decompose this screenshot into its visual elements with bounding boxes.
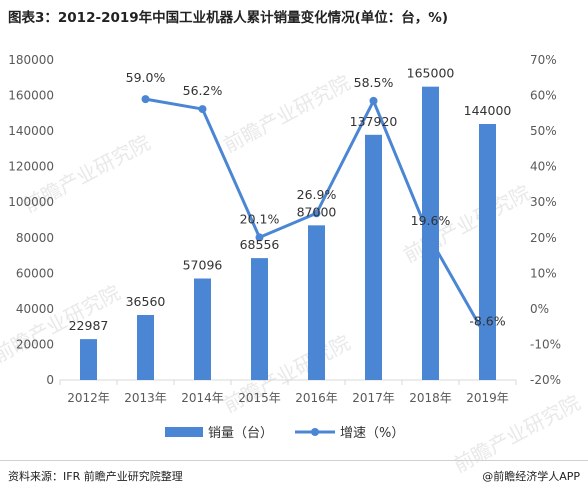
- x-tick-label: 2015年: [238, 391, 281, 405]
- source-note: 资料来源：IFR 前瞻产业研究院整理: [8, 470, 183, 483]
- line-series: [141, 95, 492, 344]
- y-right-tick-label: 10%: [530, 266, 557, 280]
- axes: 0 20000 40000 60000 80000 100000 120000 140000 1…: [8, 53, 561, 405]
- x-tick-label: 2012年: [67, 391, 110, 405]
- y-left-tick-label: 0: [46, 373, 54, 387]
- growth-point: [198, 105, 207, 114]
- bar: [365, 134, 382, 380]
- y-right-tick-label: 40%: [530, 160, 557, 174]
- legend: 销量（台） 增速（%）: [165, 426, 404, 441]
- growth-point: [426, 235, 435, 244]
- bar: [479, 124, 496, 380]
- y-right-tick-label: 70%: [530, 53, 557, 67]
- watermark-layer: 前瞻产业研究院前瞻产业研究院前瞻产业研究院前瞻产业研究院前瞻产业研究院前瞻产业研…: [0, 70, 584, 477]
- growth-value-label: 26.9%: [297, 187, 337, 202]
- y-left-tick-label: 40000: [16, 302, 54, 316]
- watermark-text: 前瞻产业研究院: [219, 70, 354, 157]
- legend-label-bar: 销量（台）: [208, 426, 273, 441]
- growth-value-label: -8.6%: [469, 313, 505, 328]
- y-left-tick-label: 60000: [16, 266, 54, 280]
- growth-value-label: 19.6%: [411, 213, 451, 228]
- bar: [422, 86, 439, 381]
- footer-divider: [0, 460, 588, 461]
- y-right-tick-label: 20%: [530, 231, 557, 245]
- growth-point: [255, 233, 264, 242]
- bar-value-label: 165000: [407, 66, 455, 81]
- x-tick-label: 2013年: [124, 391, 167, 405]
- growth-value-label: 58.5%: [354, 75, 394, 90]
- x-tick-label: 2019年: [466, 391, 509, 405]
- bar-value-label: 144000: [464, 103, 512, 118]
- data-labels: 22987 36560 57096 68556 87000 137920 165000 144…: [69, 66, 512, 333]
- bar-value-label: 36560: [126, 294, 166, 309]
- x-tick-label: 2016年: [295, 391, 338, 405]
- x-tick-label: 2014年: [181, 391, 224, 405]
- bar: [308, 225, 325, 380]
- y-right-tick-label: -10%: [530, 337, 561, 351]
- y-right-tick-label: -20%: [530, 373, 561, 387]
- bar: [251, 258, 268, 380]
- x-tick-label: 2017年: [352, 391, 395, 405]
- brand-label: @前瞻经济学人APP: [482, 470, 580, 483]
- y-left-tick-label: 140000: [8, 124, 54, 138]
- bar-value-label: 68556: [240, 237, 280, 252]
- y-right-tick-label: 50%: [530, 124, 557, 138]
- growth-value-label: 20.1%: [240, 211, 280, 226]
- y-left-tick-label: 100000: [8, 195, 54, 209]
- bar: [137, 315, 154, 380]
- growth-value-label: 59.0%: [126, 70, 166, 85]
- y-right-tick-label: 0%: [530, 302, 549, 316]
- x-tick-label: 2018年: [409, 391, 452, 405]
- growth-value-label: 56.2%: [183, 83, 223, 98]
- y-right-tick-label: 30%: [530, 195, 557, 209]
- bar: [80, 339, 97, 380]
- growth-point: [369, 96, 378, 105]
- y-left-tick-label: 20000: [16, 337, 54, 351]
- bar-value-label: 137920: [350, 114, 398, 129]
- bar: [194, 278, 211, 380]
- bar-value-label: 87000: [297, 204, 337, 219]
- y-left-tick-label: 80000: [16, 231, 54, 245]
- legend-swatch-marker: [311, 428, 319, 436]
- bar-series: [80, 86, 496, 381]
- growth-point: [141, 95, 150, 104]
- y-right-tick-label: 60%: [530, 89, 557, 103]
- chart-title: 图表3：2012-2019年中国工业机器人累计销量变化情况(单位：台，%): [8, 10, 449, 26]
- bar-value-label: 22987: [69, 318, 109, 333]
- growth-point: [312, 209, 321, 218]
- legend-swatch-bar: [165, 427, 203, 437]
- legend-label-line: 增速（%）: [340, 426, 404, 441]
- y-left-tick-label: 120000: [8, 160, 54, 174]
- y-left-tick-label: 180000: [8, 53, 54, 67]
- growth-point: [483, 335, 492, 344]
- y-left-tick-label: 160000: [8, 89, 54, 103]
- bar-value-label: 57096: [183, 257, 223, 272]
